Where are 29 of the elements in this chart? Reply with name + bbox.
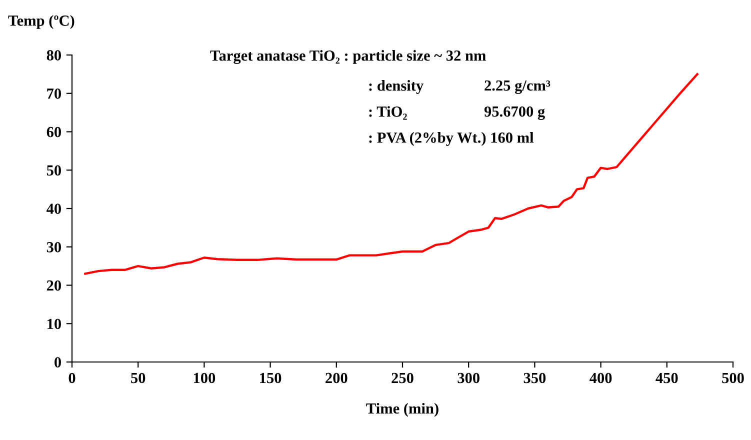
y-tick-label: 30 xyxy=(46,242,61,252)
x-tick-label: 450 xyxy=(656,372,678,384)
annotation: 2.25 g/cm³ xyxy=(484,80,550,94)
x-tick-label: 200 xyxy=(326,372,348,384)
x-tick-label: 50 xyxy=(131,372,146,384)
x-tick-label: 350 xyxy=(524,372,546,384)
x-tick-label: 0 xyxy=(68,372,76,384)
line-series xyxy=(84,73,698,275)
x-tick-label: 500 xyxy=(722,372,744,384)
annotation: : density xyxy=(369,80,424,94)
y-tick-label: 50 xyxy=(46,165,61,176)
y-tick-label: 60 xyxy=(46,126,61,138)
x-tick-label: 300 xyxy=(458,372,480,384)
annotation: : TiO₂ xyxy=(369,106,407,120)
y-tick-label: 70 xyxy=(47,88,61,99)
x-tick-label: 100 xyxy=(194,372,216,384)
y-tick-label: 10 xyxy=(48,318,61,330)
y-tick-label: 40 xyxy=(46,204,61,214)
y-tick-label: 20 xyxy=(46,280,61,291)
annotation: : PVA (2%by Wt.) 160 ml xyxy=(369,132,534,146)
y-tick-label: 80 xyxy=(46,50,61,60)
x-axis-title: Time (min) xyxy=(366,402,438,417)
x-tick-label: 400 xyxy=(590,372,612,384)
annotation: Target anatase TiO₂ : particle size ~ 32 nm xyxy=(210,50,486,64)
y-tick-label: 0 xyxy=(54,357,61,368)
annotation: 95.6700 g xyxy=(484,106,545,120)
x-tick-label: 150 xyxy=(260,372,282,384)
x-tick-label: 250 xyxy=(392,372,414,384)
y-axis-title: Temp (ºC) xyxy=(8,15,74,29)
